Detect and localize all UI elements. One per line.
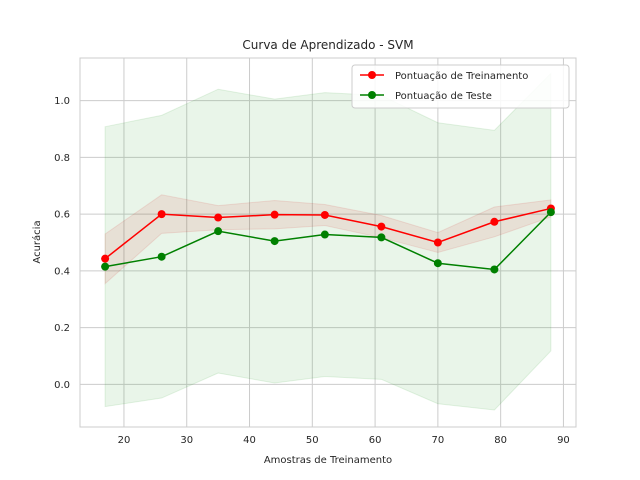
x-axis-label: Amostras de Treinamento	[264, 455, 392, 466]
data-point-test	[270, 237, 279, 246]
series-lines	[101, 204, 555, 274]
y-tick-label: 1.0	[54, 96, 70, 107]
x-tick-label: 90	[557, 435, 570, 446]
x-tick-label: 80	[494, 435, 507, 446]
legend-test-marker	[368, 91, 376, 99]
data-point-test	[377, 233, 386, 242]
x-tick-label: 70	[432, 435, 445, 446]
data-point-train	[214, 213, 223, 222]
data-point-train	[157, 210, 166, 219]
y-tick-label: 0.2	[54, 323, 70, 334]
legend-box	[351, 64, 570, 109]
plot-area	[79, 57, 577, 428]
data-point-train	[101, 254, 110, 263]
x-tick-label: 60	[369, 435, 382, 446]
data-point-train	[377, 222, 386, 231]
confidence-band-test	[104, 72, 552, 411]
data-point-test	[490, 265, 499, 274]
x-tick-label: 20	[118, 435, 131, 446]
legend-train-marker	[368, 71, 376, 79]
legend: Pontuação de Treinamento Pontuação de Te…	[351, 64, 570, 109]
data-point-train	[433, 238, 442, 247]
data-point-train	[270, 210, 279, 219]
data-point-test	[101, 262, 110, 271]
data-point-test	[157, 252, 166, 261]
x-tick-label: 40	[243, 435, 256, 446]
legend-train-label: Pontuação de Treinamento	[395, 71, 528, 82]
y-tick-label: 0.0	[54, 380, 70, 391]
data-point-test	[320, 230, 329, 239]
tick-labels: 20 30 40 50 60 70 80 90 0.0 0.2 0.4 0.6 0.8 1.0	[54, 96, 570, 446]
data-point-train	[320, 210, 329, 219]
data-point-train	[490, 217, 499, 226]
x-tick-label: 50	[306, 435, 319, 446]
y-tick-label: 0.4	[54, 266, 70, 277]
data-point-test	[546, 208, 555, 217]
chart-title: Curva de Aprendizado - SVM	[242, 38, 413, 52]
data-point-test	[433, 259, 442, 268]
y-tick-label: 0.6	[54, 210, 70, 221]
y-tick-label: 0.8	[54, 153, 70, 164]
data-point-test	[214, 227, 223, 236]
legend-test-label: Pontuação de Teste	[395, 91, 492, 102]
y-axis-label: Acurácia	[31, 220, 43, 263]
x-tick-label: 30	[180, 435, 193, 446]
